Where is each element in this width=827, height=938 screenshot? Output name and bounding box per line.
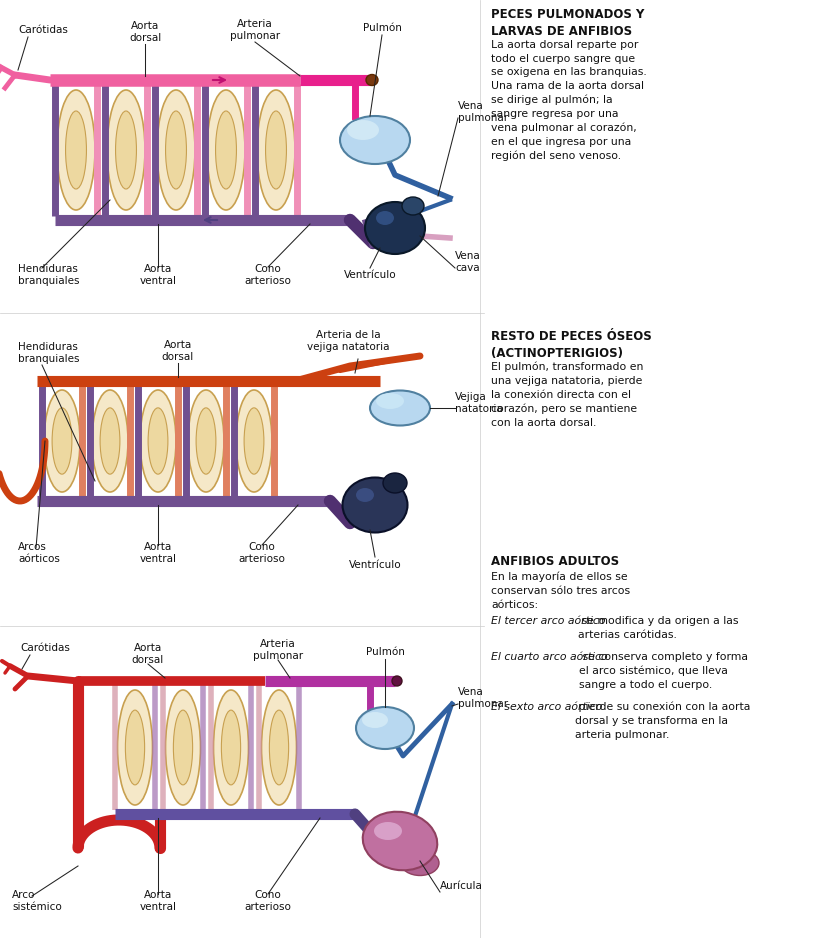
Text: El cuarto arco aórtico: El cuarto arco aórtico (491, 652, 608, 662)
Text: se modifica y da origen a las
arterias carótidas.: se modifica y da origen a las arterias c… (578, 616, 739, 640)
Ellipse shape (222, 710, 241, 785)
Text: Aorta
ventral: Aorta ventral (140, 542, 176, 564)
Text: Carótidas: Carótidas (20, 643, 69, 653)
Text: Arcos
aórticos: Arcos aórticos (18, 542, 60, 564)
Ellipse shape (401, 851, 439, 875)
Ellipse shape (157, 90, 195, 210)
Text: Aurícula: Aurícula (440, 881, 483, 891)
Ellipse shape (174, 710, 193, 785)
Ellipse shape (356, 488, 374, 502)
Ellipse shape (92, 390, 128, 492)
Ellipse shape (100, 408, 120, 474)
Text: En la mayoría de ellos se
conservan sólo tres arcos
aórticos:: En la mayoría de ellos se conservan sólo… (491, 572, 630, 610)
Ellipse shape (370, 390, 430, 426)
Text: Arteria
pulmonar: Arteria pulmonar (230, 19, 280, 40)
Text: RESTO DE PECES ÓSEOS
(ACTINOPTERIGIOS): RESTO DE PECES ÓSEOS (ACTINOPTERIGIOS) (491, 330, 652, 360)
Ellipse shape (347, 120, 379, 140)
Text: Cono
arterioso: Cono arterioso (238, 542, 285, 564)
Ellipse shape (188, 390, 224, 492)
Ellipse shape (126, 710, 145, 785)
Ellipse shape (257, 90, 295, 210)
Ellipse shape (165, 111, 186, 189)
Text: Aorta
ventral: Aorta ventral (140, 890, 176, 912)
Ellipse shape (342, 477, 408, 533)
Text: ANFIBIOS ADULTOS: ANFIBIOS ADULTOS (491, 555, 619, 568)
Text: Arteria
pulmonar: Arteria pulmonar (253, 639, 303, 660)
Ellipse shape (107, 90, 145, 210)
Ellipse shape (363, 811, 437, 870)
Ellipse shape (196, 408, 216, 474)
Ellipse shape (117, 690, 152, 805)
Ellipse shape (213, 690, 248, 805)
Text: El pulmón, transformado en
una vejiga natatoria, pierde
la conexión directa con : El pulmón, transformado en una vejiga na… (491, 362, 643, 428)
Ellipse shape (374, 822, 402, 840)
Ellipse shape (383, 473, 407, 493)
Ellipse shape (165, 690, 200, 805)
Ellipse shape (261, 690, 297, 805)
Text: Aorta
dorsal: Aorta dorsal (129, 22, 161, 43)
Ellipse shape (365, 202, 425, 254)
Ellipse shape (376, 211, 394, 225)
Text: Aorta
dorsal: Aorta dorsal (131, 643, 164, 665)
Ellipse shape (57, 90, 95, 210)
Ellipse shape (270, 710, 289, 785)
Ellipse shape (340, 116, 410, 164)
Ellipse shape (207, 90, 245, 210)
Text: El sexto arco aórtico: El sexto arco aórtico (491, 702, 602, 712)
Text: Pulmón: Pulmón (366, 647, 404, 657)
Text: Cono
arterioso: Cono arterioso (245, 265, 291, 286)
Ellipse shape (402, 197, 424, 215)
Ellipse shape (244, 408, 264, 474)
Text: Carótidas: Carótidas (18, 25, 68, 35)
Text: Aorta
dorsal: Aorta dorsal (162, 340, 194, 362)
Ellipse shape (356, 707, 414, 749)
Text: Hendiduras
branquiales: Hendiduras branquiales (18, 342, 79, 364)
Text: Arteria de la
vejiga natatoria: Arteria de la vejiga natatoria (307, 330, 390, 352)
Text: Vena
cava: Vena cava (455, 251, 480, 273)
Text: Vejiga
natatoria: Vejiga natatoria (455, 392, 503, 414)
Ellipse shape (265, 111, 286, 189)
Text: Aorta
ventral: Aorta ventral (140, 265, 176, 286)
Ellipse shape (366, 74, 378, 85)
Ellipse shape (362, 712, 388, 728)
Text: La aorta dorsal reparte por
todo el cuerpo sangre que
se oxigena en las branquia: La aorta dorsal reparte por todo el cuer… (491, 40, 647, 161)
Ellipse shape (52, 408, 72, 474)
Ellipse shape (216, 111, 237, 189)
Ellipse shape (392, 676, 402, 686)
Text: Pulmón: Pulmón (362, 23, 401, 33)
Text: PECES PULMONADOS Y
LARVAS DE ANFIBIOS: PECES PULMONADOS Y LARVAS DE ANFIBIOS (491, 8, 644, 38)
Text: Cono
arterioso: Cono arterioso (245, 890, 291, 912)
Ellipse shape (140, 390, 176, 492)
Text: Vena
pulmonar: Vena pulmonar (458, 688, 508, 709)
Ellipse shape (65, 111, 87, 189)
Text: Vena
pulmonar: Vena pulmonar (458, 101, 508, 123)
Ellipse shape (236, 390, 272, 492)
Text: Arco
sistémico: Arco sistémico (12, 890, 62, 912)
Ellipse shape (44, 390, 80, 492)
Text: El tercer arco aórtico: El tercer arco aórtico (491, 616, 605, 626)
Text: Ventrículo: Ventrículo (349, 560, 401, 570)
Text: Hendiduras
branquiales: Hendiduras branquiales (18, 265, 79, 286)
Text: Ventrículo: Ventrículo (344, 270, 396, 280)
Ellipse shape (376, 393, 404, 409)
Ellipse shape (148, 408, 168, 474)
Text: se conserva completo y forma
el arco sistémico, que lleva
sangre a todo el cuerp: se conserva completo y forma el arco sis… (579, 652, 748, 690)
Text: pierde su conexión con la aorta
dorsal y se transforma en la
arteria pulmonar.: pierde su conexión con la aorta dorsal y… (575, 702, 750, 740)
Ellipse shape (116, 111, 136, 189)
